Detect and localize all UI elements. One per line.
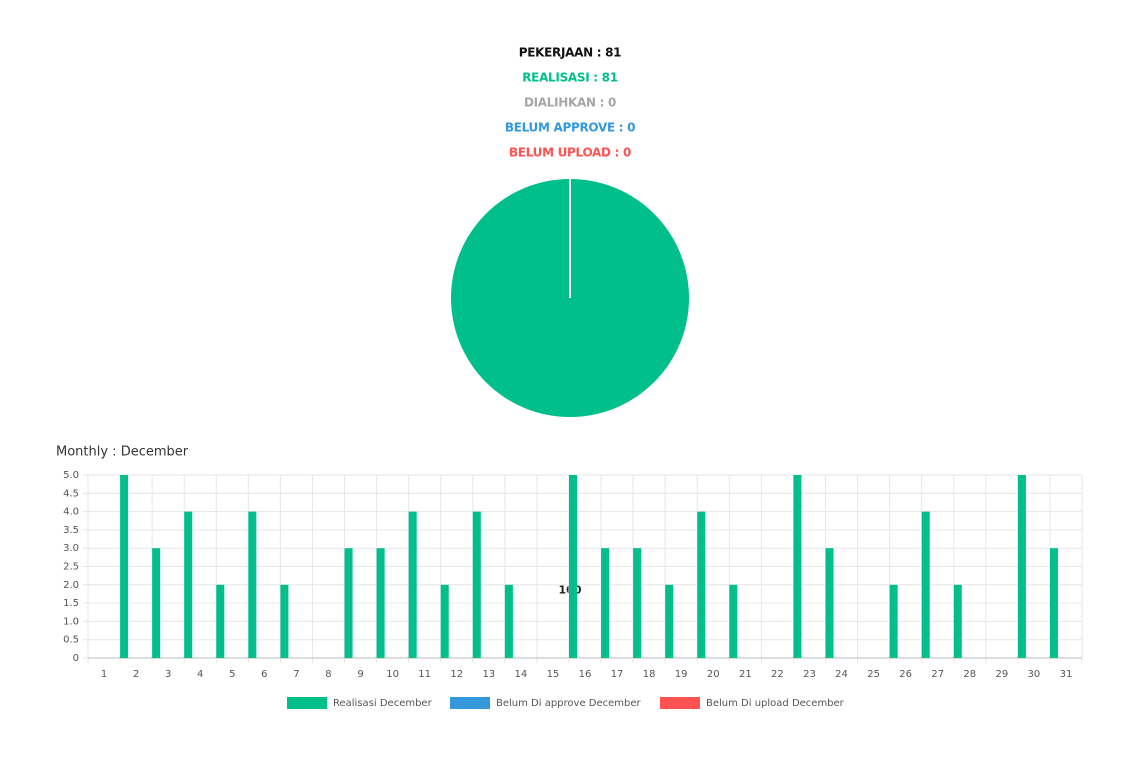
x-tick-label: 3 [165, 669, 171, 680]
y-tick-label: 1.5 [63, 598, 79, 609]
bar [216, 584, 225, 658]
bar [697, 511, 706, 658]
chart-title: Monthly : December [56, 445, 189, 460]
x-tick-label: 29 [995, 669, 1008, 680]
x-tick-label: 20 [707, 669, 720, 680]
x-tick-label: 10 [386, 669, 399, 680]
x-tick-label: 24 [835, 669, 848, 680]
bar [248, 511, 257, 658]
x-tick-label: 8 [325, 669, 331, 680]
x-tick-label: 25 [867, 669, 880, 680]
bar [825, 548, 834, 658]
bar [408, 511, 417, 658]
bar [344, 548, 353, 658]
bar [376, 548, 385, 658]
x-tick-label: 7 [293, 669, 299, 680]
y-tick-label: 1.0 [63, 616, 79, 627]
summary-line: PEKERJAAN : 81 [519, 46, 621, 60]
bar [1017, 475, 1026, 658]
x-tick-label: 12 [450, 669, 463, 680]
y-tick-label: 3.0 [63, 543, 79, 554]
x-tick-label: 2 [133, 669, 139, 680]
bar [472, 511, 481, 658]
x-tick-label: 26 [899, 669, 912, 680]
bar [729, 584, 738, 658]
x-tick-label: 16 [579, 669, 592, 680]
bar [120, 475, 129, 658]
bar [665, 584, 674, 658]
bar [504, 584, 513, 658]
bar [280, 584, 289, 658]
summary-line: REALISASI : 81 [522, 71, 618, 85]
x-tick-label: 30 [1028, 669, 1041, 680]
y-tick-label: 4.5 [63, 488, 79, 499]
x-tick-label: 17 [611, 669, 624, 680]
legend-swatch [450, 697, 490, 709]
bar [793, 475, 802, 658]
y-tick-label: 3.5 [63, 525, 79, 536]
summary-line: BELUM APPROVE : 0 [505, 121, 635, 135]
x-tick-label: 28 [963, 669, 976, 680]
bar [601, 548, 610, 658]
x-tick-label: 5 [229, 669, 235, 680]
y-tick-label: 0.5 [63, 635, 79, 646]
legend-swatch [287, 697, 327, 709]
x-tick-label: 22 [771, 669, 784, 680]
x-tick-label: 31 [1060, 669, 1073, 680]
bar [953, 584, 962, 658]
x-tick-label: 27 [931, 669, 944, 680]
bar [184, 511, 193, 658]
y-tick-label: 4.0 [63, 507, 79, 518]
x-tick-label: 1 [101, 669, 107, 680]
x-tick-label: 11 [418, 669, 431, 680]
bar [1049, 548, 1058, 658]
legend-label: Belum Di upload December [706, 698, 845, 709]
bar [921, 511, 930, 658]
x-tick-label: 4 [197, 669, 203, 680]
legend-label: Belum Di approve December [496, 698, 642, 709]
summary-line: BELUM UPLOAD : 0 [509, 146, 631, 160]
legend-label: Realisasi December [333, 698, 433, 709]
x-tick-label: 23 [803, 669, 816, 680]
x-tick-label: 13 [482, 669, 495, 680]
x-tick-label: 6 [261, 669, 267, 680]
y-tick-label: 2.5 [63, 562, 79, 573]
x-tick-label: 18 [643, 669, 656, 680]
y-tick-label: 2.0 [63, 580, 79, 591]
y-tick-label: 5.0 [63, 470, 79, 481]
x-tick-label: 15 [547, 669, 560, 680]
bar [889, 584, 898, 658]
bar [152, 548, 161, 658]
bar [440, 584, 449, 658]
x-tick-label: 21 [739, 669, 752, 680]
bar [633, 548, 642, 658]
bar [569, 475, 577, 658]
summary-line: DIALIHKAN : 0 [524, 96, 616, 110]
x-tick-label: 14 [515, 669, 528, 680]
x-tick-label: 19 [675, 669, 688, 680]
x-tick-label: 9 [357, 669, 363, 680]
y-tick-label: 0 [73, 653, 79, 664]
legend-swatch [660, 697, 700, 709]
